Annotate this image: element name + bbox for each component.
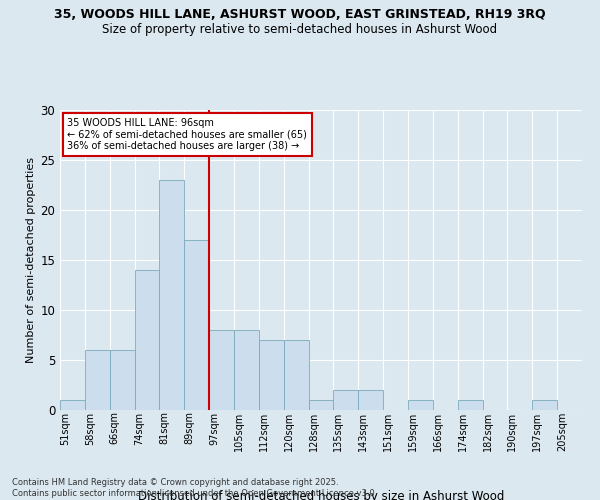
Bar <box>209 330 234 410</box>
Bar <box>358 390 383 410</box>
Bar <box>184 240 209 410</box>
Text: 35 WOODS HILL LANE: 96sqm
← 62% of semi-detached houses are smaller (65)
36% of : 35 WOODS HILL LANE: 96sqm ← 62% of semi-… <box>67 118 307 151</box>
Bar <box>85 350 110 410</box>
Bar <box>259 340 284 410</box>
Bar <box>110 350 134 410</box>
Bar <box>308 400 334 410</box>
Bar <box>458 400 482 410</box>
Y-axis label: Number of semi-detached properties: Number of semi-detached properties <box>26 157 36 363</box>
Bar <box>408 400 433 410</box>
Bar <box>284 340 308 410</box>
Text: Contains HM Land Registry data © Crown copyright and database right 2025.
Contai: Contains HM Land Registry data © Crown c… <box>12 478 377 498</box>
Bar <box>60 400 85 410</box>
Bar <box>160 180 184 410</box>
Bar <box>532 400 557 410</box>
Text: 35, WOODS HILL LANE, ASHURST WOOD, EAST GRINSTEAD, RH19 3RQ: 35, WOODS HILL LANE, ASHURST WOOD, EAST … <box>54 8 546 20</box>
Bar <box>234 330 259 410</box>
Bar <box>334 390 358 410</box>
Bar <box>134 270 160 410</box>
X-axis label: Distribution of semi-detached houses by size in Ashurst Wood: Distribution of semi-detached houses by … <box>138 490 504 500</box>
Text: Size of property relative to semi-detached houses in Ashurst Wood: Size of property relative to semi-detach… <box>103 22 497 36</box>
